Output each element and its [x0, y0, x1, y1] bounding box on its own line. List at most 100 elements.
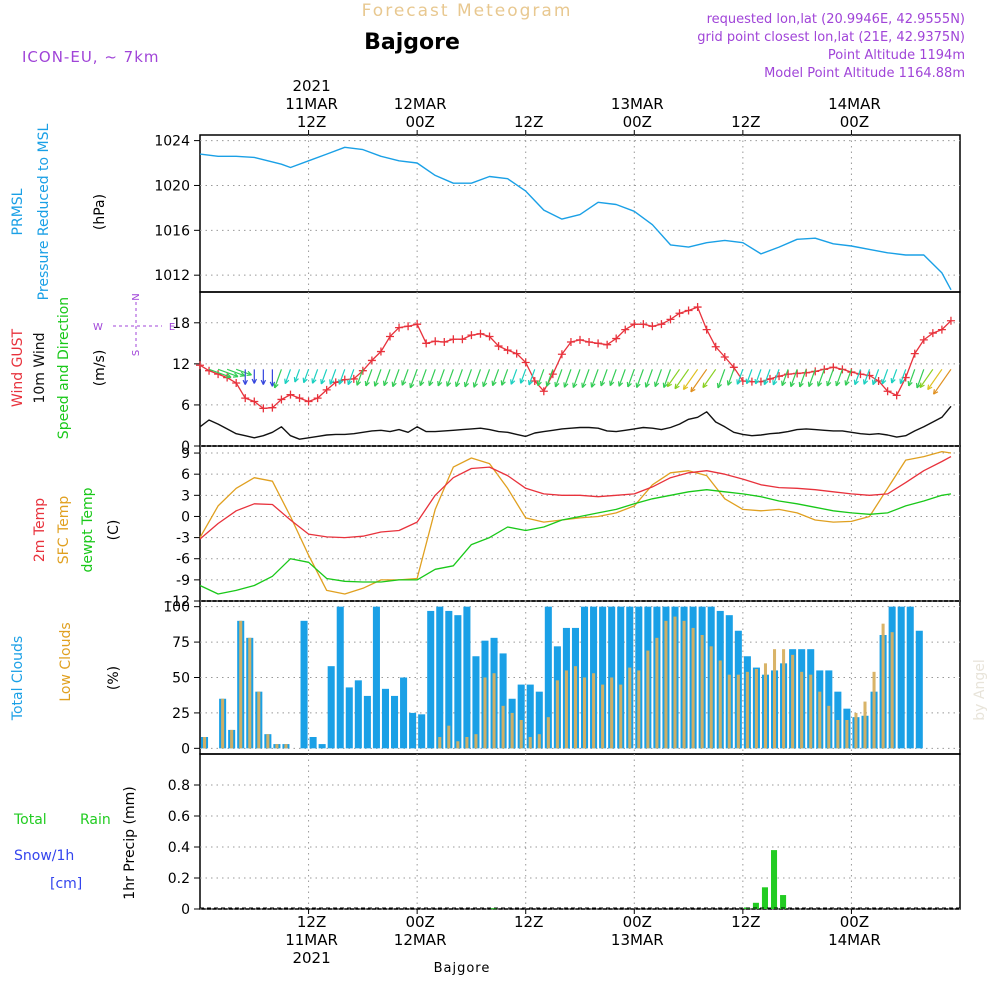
wind-arrow: [320, 369, 328, 385]
temperature-y-tick-label: -3: [176, 531, 190, 547]
wind-arrow: [383, 369, 391, 386]
low-clouds-label: Low Clouds: [58, 622, 74, 701]
compass-icon: N S W E: [93, 293, 175, 356]
total-cloud-bar: [599, 606, 607, 749]
gust-markers: [196, 303, 955, 413]
gust-point: [919, 335, 928, 344]
low-cloud-bar: [266, 734, 270, 749]
wind-arrow: [609, 369, 617, 386]
total-cloud-bar: [915, 630, 923, 749]
dewpt-label: dewpt Temp: [80, 487, 96, 572]
gust-point: [548, 370, 557, 379]
gust-point: [440, 337, 449, 346]
gust-point: [883, 387, 892, 396]
temperature-y-tick-label: -12: [167, 594, 190, 610]
temperature-y-tick-label: 3: [181, 488, 190, 504]
wind-arrow: [891, 369, 898, 384]
precip-unit: 1hr Precip (mm): [122, 786, 138, 899]
low-cloud-bar: [754, 669, 758, 749]
wind-arrow-head: [798, 381, 804, 388]
low-cloud-bar: [691, 627, 695, 749]
wind-arrow-head: [347, 379, 353, 386]
low-cloud-bar: [257, 691, 261, 749]
gust-point: [648, 322, 657, 331]
wind-arrow-head: [716, 382, 722, 389]
wind-arrow: [208, 368, 232, 378]
temp2m-line: [199, 456, 952, 540]
wind-arrow-head: [590, 382, 596, 388]
wind-arrow: [347, 369, 355, 385]
wind-label: 10m Wind: [32, 332, 48, 403]
gust-point: [277, 395, 286, 404]
low-cloud-bar: [221, 698, 225, 749]
bottom-time-label: 00Z: [840, 913, 869, 931]
wind-arrow: [755, 369, 762, 385]
gust-point: [657, 320, 666, 329]
wind-arrow: [845, 369, 852, 386]
total-cloud-bar: [345, 687, 353, 749]
wind-arrow: [356, 369, 364, 386]
total-cloud-bar: [318, 744, 326, 749]
wind-arrow-head: [246, 370, 252, 377]
grid-point-coords: grid point closest lon,lat (21E, 42.9375…: [697, 30, 965, 45]
total-cloud-bar: [327, 666, 335, 749]
total-cloud-bar: [463, 606, 471, 749]
wind-arrow: [919, 368, 934, 388]
compass-w: W: [93, 322, 103, 333]
gust-label: Wind GUST: [10, 328, 26, 407]
gust-point: [404, 322, 413, 331]
wind-arrow-head: [690, 386, 696, 393]
wind-arrow-head: [754, 378, 760, 385]
wind-arrow-head: [654, 381, 660, 388]
bottom-time-label: 14MAR: [828, 931, 881, 949]
gust-point: [313, 394, 322, 403]
wind-arrow-head: [817, 381, 823, 387]
low-cloud-bar: [745, 671, 749, 749]
low-cloud-bar: [456, 741, 460, 749]
wind-arrow: [674, 368, 690, 390]
wind-arrow: [654, 369, 662, 387]
wind-arrow: [401, 369, 409, 386]
clouds-y-tick-label: 100: [163, 600, 190, 616]
low-cloud-bar: [709, 646, 713, 749]
gust-point: [937, 325, 946, 334]
wind-arrow-head: [454, 381, 461, 388]
wind-arrow: [790, 369, 798, 387]
gust-point: [241, 394, 250, 403]
bottom-time-label: 12Z: [297, 913, 326, 931]
gust-point: [594, 339, 603, 348]
low-cloud-bar: [610, 677, 614, 749]
low-cloud-bar: [239, 620, 243, 749]
wind-arrow-head: [239, 371, 246, 377]
wind-arrow: [763, 369, 771, 385]
wind-arrow-head: [835, 380, 841, 387]
wind-arrow: [645, 369, 653, 388]
bottom-time-label: 12Z: [731, 913, 760, 931]
wind-arrow-head: [932, 389, 939, 395]
total-cloud-bar: [906, 606, 914, 749]
wind-arrow-head: [419, 380, 425, 387]
wind-arrow: [663, 369, 672, 388]
gust-point: [892, 391, 901, 400]
wind-arrow: [682, 368, 699, 390]
forecast-title: Forecast Meteogram: [362, 1, 573, 21]
gust-point: [431, 337, 440, 346]
total-clouds-label: Total Clouds: [10, 636, 26, 721]
wind-arrow-head: [554, 381, 560, 388]
wind-arrow: [808, 369, 816, 387]
wind-arrow: [492, 369, 500, 386]
wind-arrow: [482, 369, 491, 387]
gust-point: [585, 337, 594, 346]
gust-point: [322, 385, 331, 394]
rain-bar: [780, 895, 787, 909]
pressure-labels: PRMSL Pressure Reduced to MSL (hPa): [10, 123, 108, 300]
wind-arrow: [717, 369, 726, 389]
low-cloud-bar: [583, 677, 587, 749]
low-cloud-bar: [872, 671, 876, 749]
point-altitude: Point Altitude 1194m: [828, 48, 965, 63]
wind-arrow: [736, 369, 744, 385]
footer-location: Bajgore: [434, 961, 491, 976]
low-cloud-bar: [782, 649, 786, 749]
gust-point: [711, 342, 720, 351]
